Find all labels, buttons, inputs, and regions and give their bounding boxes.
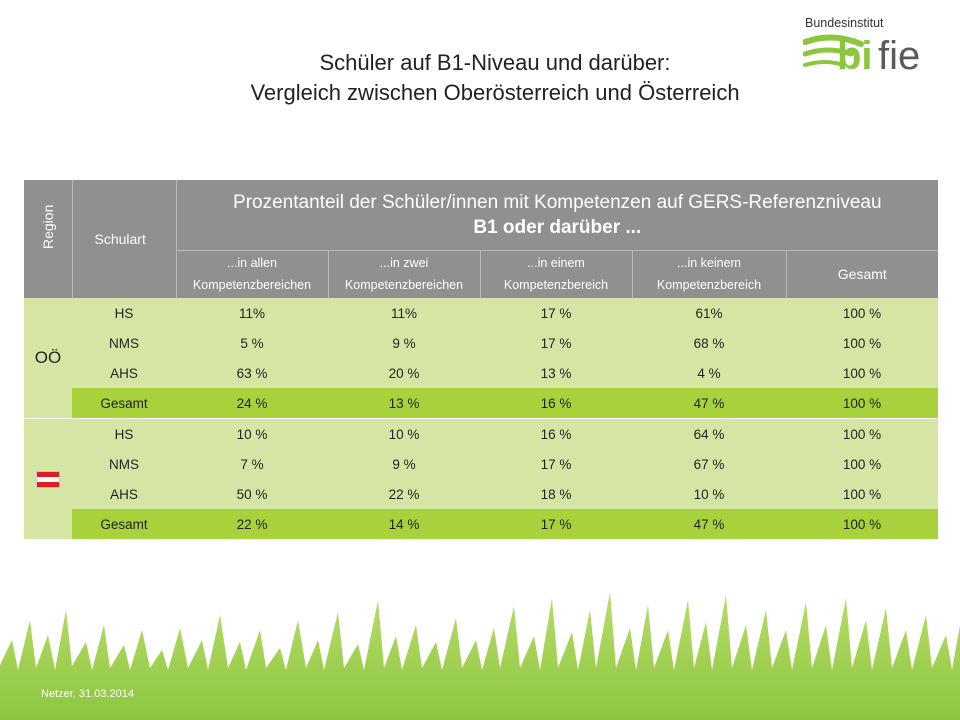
value-cell: 100 % (786, 298, 939, 328)
header-col-gesamt: Gesamt (786, 250, 939, 298)
value-cell: 67 % (632, 449, 786, 479)
region-label-ooe: OÖ (24, 298, 72, 419)
value-cell: 22 % (328, 479, 480, 509)
value-cell: 17 % (480, 298, 632, 328)
schulart-cell: HS (72, 298, 176, 328)
grass-decoration (0, 592, 960, 720)
header-col-einem: ...in einem Kompetenzbereich (480, 250, 633, 298)
table-row: NMS 5 % 9 % 17 % 68 % 100 % (24, 328, 939, 358)
value-cell: 20 % (328, 358, 480, 388)
value-cell: 5 % (176, 328, 328, 358)
table-row: NMS 7 % 9 % 17 % 67 % 100 % (24, 449, 939, 479)
value-cell: 18 % (480, 479, 632, 509)
header-main: Prozentanteil der Schüler/innen mit Komp… (176, 180, 939, 251)
value-cell: 7 % (176, 449, 328, 479)
value-cell: 68 % (632, 328, 786, 358)
value-cell: 11% (176, 298, 328, 328)
header-region: Region (24, 180, 73, 298)
title-line-1: Schüler auf B1-Niveau und darüber: (319, 50, 671, 75)
value-cell: 11% (328, 298, 480, 328)
header-col-zwei: ...in zwei Kompetenzbereichen (328, 250, 481, 298)
value-cell: 9 % (328, 449, 480, 479)
value-cell: 10 % (328, 418, 480, 449)
header-main-line2: B1 oder darüber ... (473, 216, 642, 238)
value-cell: 47 % (632, 509, 786, 539)
header-main-line1: Prozentanteil der Schüler/innen mit Komp… (233, 191, 882, 213)
value-cell: 100 % (786, 479, 939, 509)
header-col-alle: ...in allen Kompetenzbereichen (176, 250, 329, 298)
header-col-keinem: ...in keinem Kompetenzbereich (632, 250, 787, 298)
table-row: HS 10 % 10 % 16 % 64 % 100 % (24, 418, 939, 540)
value-cell: 61% (632, 298, 786, 328)
table-row-total: Gesamt 22 % 14 % 17 % 47 % 100 % (24, 509, 939, 539)
slide-title: Schüler auf B1-Niveau und darüber: Vergl… (0, 48, 960, 108)
value-cell: 13 % (480, 358, 632, 388)
value-cell: 100 % (786, 418, 939, 449)
value-cell: 64 % (632, 418, 786, 449)
slide-footer: Netzer, 31.03.2014 (41, 688, 134, 700)
value-cell: 24 % (176, 388, 328, 419)
value-cell: 10 % (176, 418, 328, 449)
value-cell: 100 % (786, 328, 939, 358)
table-row: OÖ HS 11% 11% 17 % 61% 100 % (24, 298, 939, 419)
table-row: AHS 50 % 22 % 18 % 10 % 100 % (24, 479, 939, 509)
table-row: AHS 63 % 20 % 13 % 4 % 100 % (24, 358, 939, 388)
title-line-2: Vergleich zwischen Oberösterreich und Ös… (250, 80, 740, 105)
bifie-logo: Bundesinstitut bi fie (803, 14, 938, 74)
value-cell: 10 % (632, 479, 786, 509)
schulart-cell: NMS (72, 449, 176, 479)
logo-brand-bi: bi (837, 34, 873, 74)
schulart-cell: NMS (72, 328, 176, 358)
logo-brand-fie: fie (878, 34, 920, 74)
schulart-cell: Gesamt (72, 509, 176, 539)
table-row-total: Gesamt 24 % 13 % 16 % 47 % 100 % (24, 388, 939, 419)
value-cell: 100 % (786, 509, 939, 539)
schulart-cell: AHS (72, 358, 176, 388)
value-cell: 9 % (328, 328, 480, 358)
header-schulart: Schulart (72, 180, 177, 298)
value-cell: 17 % (480, 509, 632, 539)
value-cell: 100 % (786, 358, 939, 388)
value-cell: 16 % (480, 388, 632, 419)
value-cell: 16 % (480, 418, 632, 449)
schulart-cell: Gesamt (72, 388, 176, 419)
value-cell: 100 % (786, 388, 939, 419)
results-table: Region Schulart Prozentanteil der Schüle… (24, 180, 939, 540)
value-cell: 100 % (786, 449, 939, 479)
value-cell: 50 % (176, 479, 328, 509)
value-cell: 47 % (632, 388, 786, 419)
value-cell: 22 % (176, 509, 328, 539)
schulart-cell: AHS (72, 479, 176, 509)
logo-top-text: Bundesinstitut (805, 16, 884, 30)
value-cell: 17 % (480, 449, 632, 479)
value-cell: 4 % (632, 358, 786, 388)
value-cell: 63 % (176, 358, 328, 388)
austria-flag-icon (36, 470, 60, 488)
region-label-austria (24, 418, 72, 540)
value-cell: 13 % (328, 388, 480, 419)
schulart-cell: HS (72, 418, 176, 449)
value-cell: 17 % (480, 328, 632, 358)
value-cell: 14 % (328, 509, 480, 539)
